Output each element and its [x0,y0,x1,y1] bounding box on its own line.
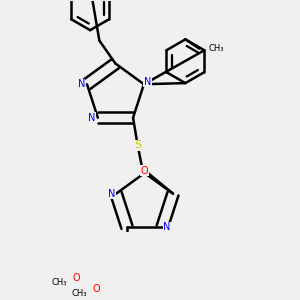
Text: N: N [108,189,115,199]
Text: O: O [72,273,80,283]
Text: S: S [134,140,141,150]
Text: N: N [144,77,151,87]
Text: O: O [92,284,100,294]
Text: O: O [141,166,148,176]
Text: N: N [88,113,96,123]
Text: CH₃: CH₃ [71,290,87,298]
Text: N: N [163,222,170,232]
Text: CH₃: CH₃ [51,278,67,287]
Text: N: N [77,79,85,89]
Text: CH₃: CH₃ [208,44,224,53]
